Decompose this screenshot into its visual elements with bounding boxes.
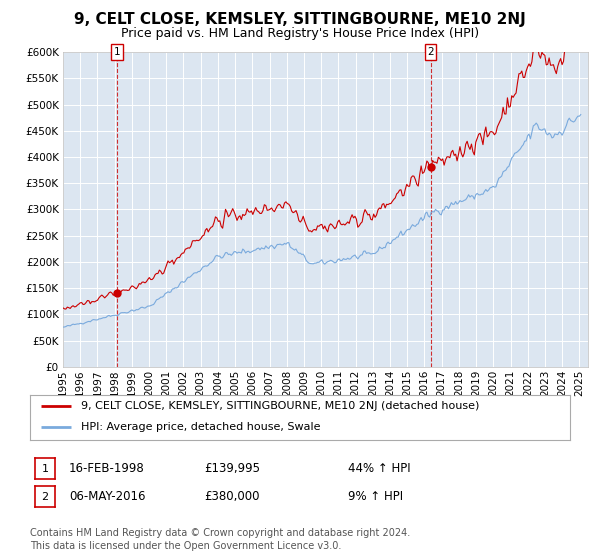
- Text: 06-MAY-2016: 06-MAY-2016: [69, 490, 146, 503]
- Text: 1: 1: [113, 47, 120, 57]
- Text: 2: 2: [427, 47, 434, 57]
- Text: 9% ↑ HPI: 9% ↑ HPI: [348, 490, 403, 503]
- Text: 16-FEB-1998: 16-FEB-1998: [69, 462, 145, 475]
- Text: Contains HM Land Registry data © Crown copyright and database right 2024.
This d: Contains HM Land Registry data © Crown c…: [30, 528, 410, 550]
- Text: Price paid vs. HM Land Registry's House Price Index (HPI): Price paid vs. HM Land Registry's House …: [121, 27, 479, 40]
- Text: £380,000: £380,000: [204, 490, 260, 503]
- Text: 2: 2: [41, 492, 49, 502]
- Text: 44% ↑ HPI: 44% ↑ HPI: [348, 462, 410, 475]
- Text: £139,995: £139,995: [204, 462, 260, 475]
- Text: 9, CELT CLOSE, KEMSLEY, SITTINGBOURNE, ME10 2NJ (detached house): 9, CELT CLOSE, KEMSLEY, SITTINGBOURNE, M…: [82, 401, 479, 411]
- Text: 9, CELT CLOSE, KEMSLEY, SITTINGBOURNE, ME10 2NJ: 9, CELT CLOSE, KEMSLEY, SITTINGBOURNE, M…: [74, 12, 526, 27]
- Text: 1: 1: [41, 464, 49, 474]
- Text: HPI: Average price, detached house, Swale: HPI: Average price, detached house, Swal…: [82, 422, 321, 432]
